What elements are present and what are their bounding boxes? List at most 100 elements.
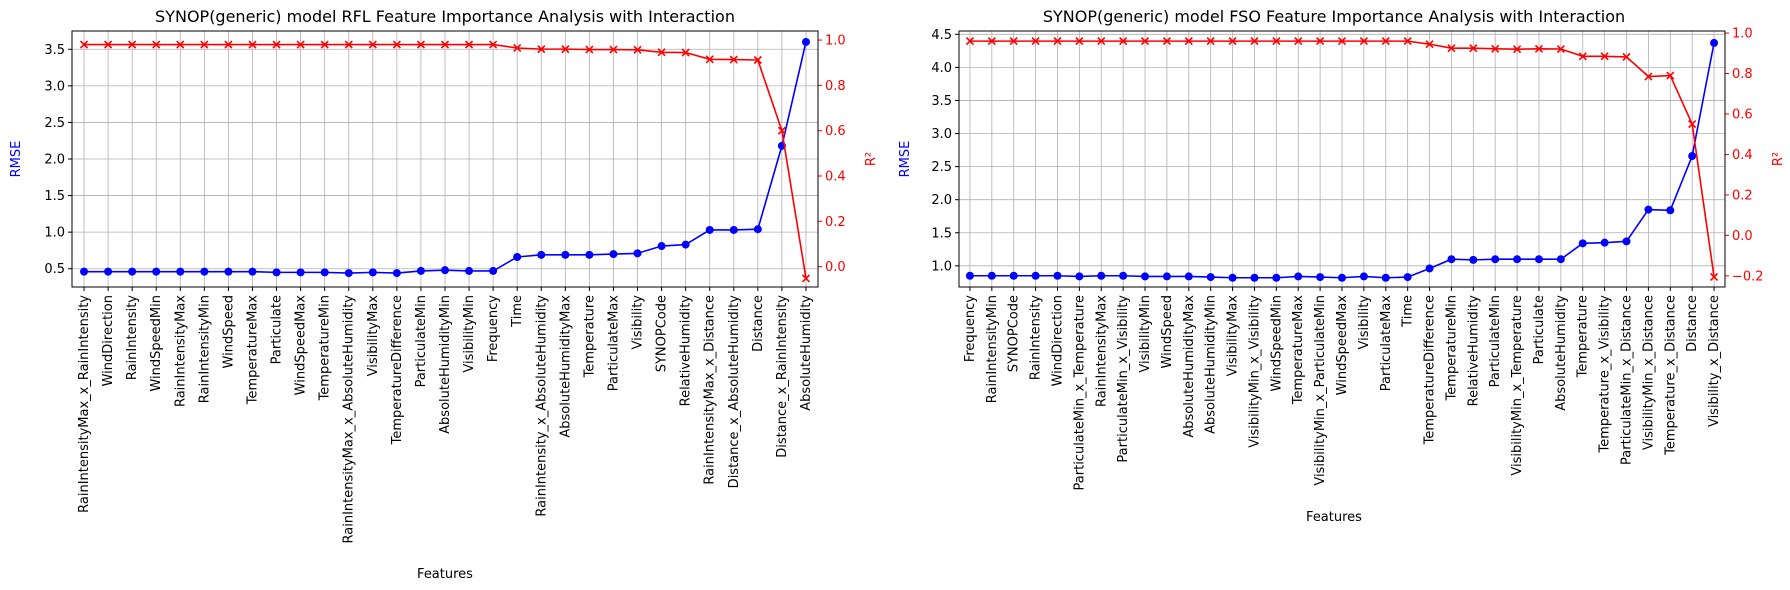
rfl-rmse-point [465,266,474,275]
fso-x-tick-label: ParticulateMin_x_Temperature [1072,295,1087,490]
fso-x-tick-label: RainIntensityMax [1094,295,1109,407]
rfl-rmse-point [753,225,762,234]
fso-left-y-tick-label: 2.0 [931,193,952,208]
rfl-rmse-point [489,266,498,275]
fso-x-tick-label: Distance [1685,295,1700,352]
fso-r2-point [1600,52,1609,61]
fso-r2-point [1250,37,1259,46]
rfl-right-y-tick-label: 0.2 [825,215,846,230]
fso-x-tick-label: AbsoluteHumidityMin [1204,295,1219,434]
fso-r2-point [1381,37,1390,46]
fso-left-y-tick-label: 4.0 [931,61,952,76]
rfl-x-tick-label: WindSpeed [221,295,236,368]
fso-x-tick-label: Visibility [1357,295,1372,350]
fso-rmse-series [965,38,1719,282]
fso-x-tick-label: Time [1401,295,1416,328]
fso-left-y-tick-label: 3.0 [931,127,952,142]
rfl-x-tick-label: RainIntensityMax_x_RainIntensity [77,295,92,513]
fso-r2-point [1425,40,1434,49]
rfl-r2-point [464,40,474,49]
rfl-rmse-point [609,250,618,259]
fso-x-tick-label: ParticulateMin_x_Visibility [1116,295,1131,463]
rfl-r2-point [416,40,426,49]
fso-rmse-point [1513,255,1522,264]
rfl-left-y-tick-label: 1.0 [44,226,65,241]
fso-x-tick-label: ParticulateMin [1488,295,1503,387]
rfl-x-tick-label: AbsoluteHumidityMax [558,295,573,438]
fso-rmse-point [1097,271,1106,280]
fso-rmse-point [1447,255,1456,264]
rfl-right-y-tick-label: 1.0 [825,34,846,49]
rfl-rmse-point [657,242,666,251]
rfl-x-tick-label: WindSpeedMin [149,295,164,392]
fso-rmse-point [1206,273,1215,282]
rfl-left-y-tick-label: 3.0 [44,79,65,94]
fso-x-tick-label: RelativeHumidity [1466,295,1481,407]
rfl-r2-point [537,45,546,54]
fso-rmse-point [1710,38,1719,47]
fso-x-tick-label: WindSpeedMax [1335,295,1350,396]
fso-r2-point [1688,120,1697,129]
fso-rmse-point [1053,271,1062,280]
rfl-left-y-tick-label: 2.5 [44,116,65,131]
fso-x-tick-label: VisibilityMin_x_Temperature [1510,295,1525,476]
fso-r2-point [1162,37,1171,46]
rfl-x-tick-label: Distance [751,295,766,352]
fso-rmse-point [1141,272,1150,281]
rfl-rmse-point [368,268,377,277]
fso-x-tick-label: VisibilityMin_x_ParticulateMin [1313,295,1328,486]
fso-rmse-point [987,271,996,280]
rfl-left-y-axis-label: RMSE [9,141,24,178]
fso-rmse-point [1184,272,1193,281]
fso-r2-point [1534,44,1544,53]
fso-x-tick-label: RainIntensity [1029,295,1044,380]
rfl-r2-point [561,45,570,54]
rfl-x-tick-label: ParticulateMin [414,295,429,387]
rfl-x-tick-label: RainIntensityMax [173,295,188,407]
fso-x-axis-label: Features [1306,510,1362,525]
fso-rmse-point [1688,152,1697,161]
fso-right-y-tick-label: 0.0 [1732,229,1753,244]
fso-x-tick-label: Particulate [1532,295,1547,364]
rfl-rmse-point [585,250,594,259]
rfl-x-tick-label: Visibility [631,295,646,350]
fso-rmse-point [1250,273,1259,282]
rfl-x-tick-label: TemperatureDifference [390,295,405,445]
fso-rmse-point [1228,273,1237,282]
fso-right-y-axis-label: R² [1771,152,1786,166]
fso-x-tick-label: TemperatureMin [1444,295,1459,401]
fso-rmse-point [1075,272,1084,281]
rfl-x-tick-label: RelativeHumidity [679,295,694,407]
rfl-rmse-point [80,267,89,276]
rfl-rmse-point [176,267,185,276]
rfl-rmse-series [80,37,810,278]
rfl-r2-point [176,40,185,49]
rfl-r2-point [104,40,113,49]
fso-rmse-point [1031,271,1040,280]
fso-r2-point [1316,37,1325,46]
fso-rmse-point [1425,264,1434,273]
rfl-r2-point [489,40,498,49]
rfl-r2-point [705,55,714,64]
rfl-x-axis-label: Features [417,567,473,582]
rfl-r2-point [392,40,401,49]
rfl-x-tick-label: TemperatureMax [245,295,260,406]
rfl-r2-point [224,40,233,49]
fso-left-y-tick-label: 3.5 [931,94,952,109]
rfl-left-y-tick-label: 0.5 [44,262,65,277]
fso-x-tick-label: VisibilityMin [1138,295,1153,373]
rfl-rmse-point [416,266,425,275]
rfl-rmse-point [705,225,714,234]
fso-x-tick-label: Visibility_x_Distance [1707,295,1722,427]
rfl-x-tick-label: VisibilityMin [462,295,477,373]
rfl-rmse-point [633,249,642,258]
fso-r2-point [1053,37,1062,46]
fso-x-tick-label: ParticulateMax [1379,295,1394,392]
fso-rmse-point [1162,272,1171,281]
rfl-rmse-point [729,225,738,234]
fso-left-y-tick-label: 1.0 [931,259,952,274]
rfl-x-tick-label: Time [510,295,525,328]
rfl-x-tick-label: TemperatureMin [318,295,333,401]
fso-r2-point [987,37,996,46]
fso-r2-point [1119,37,1128,46]
